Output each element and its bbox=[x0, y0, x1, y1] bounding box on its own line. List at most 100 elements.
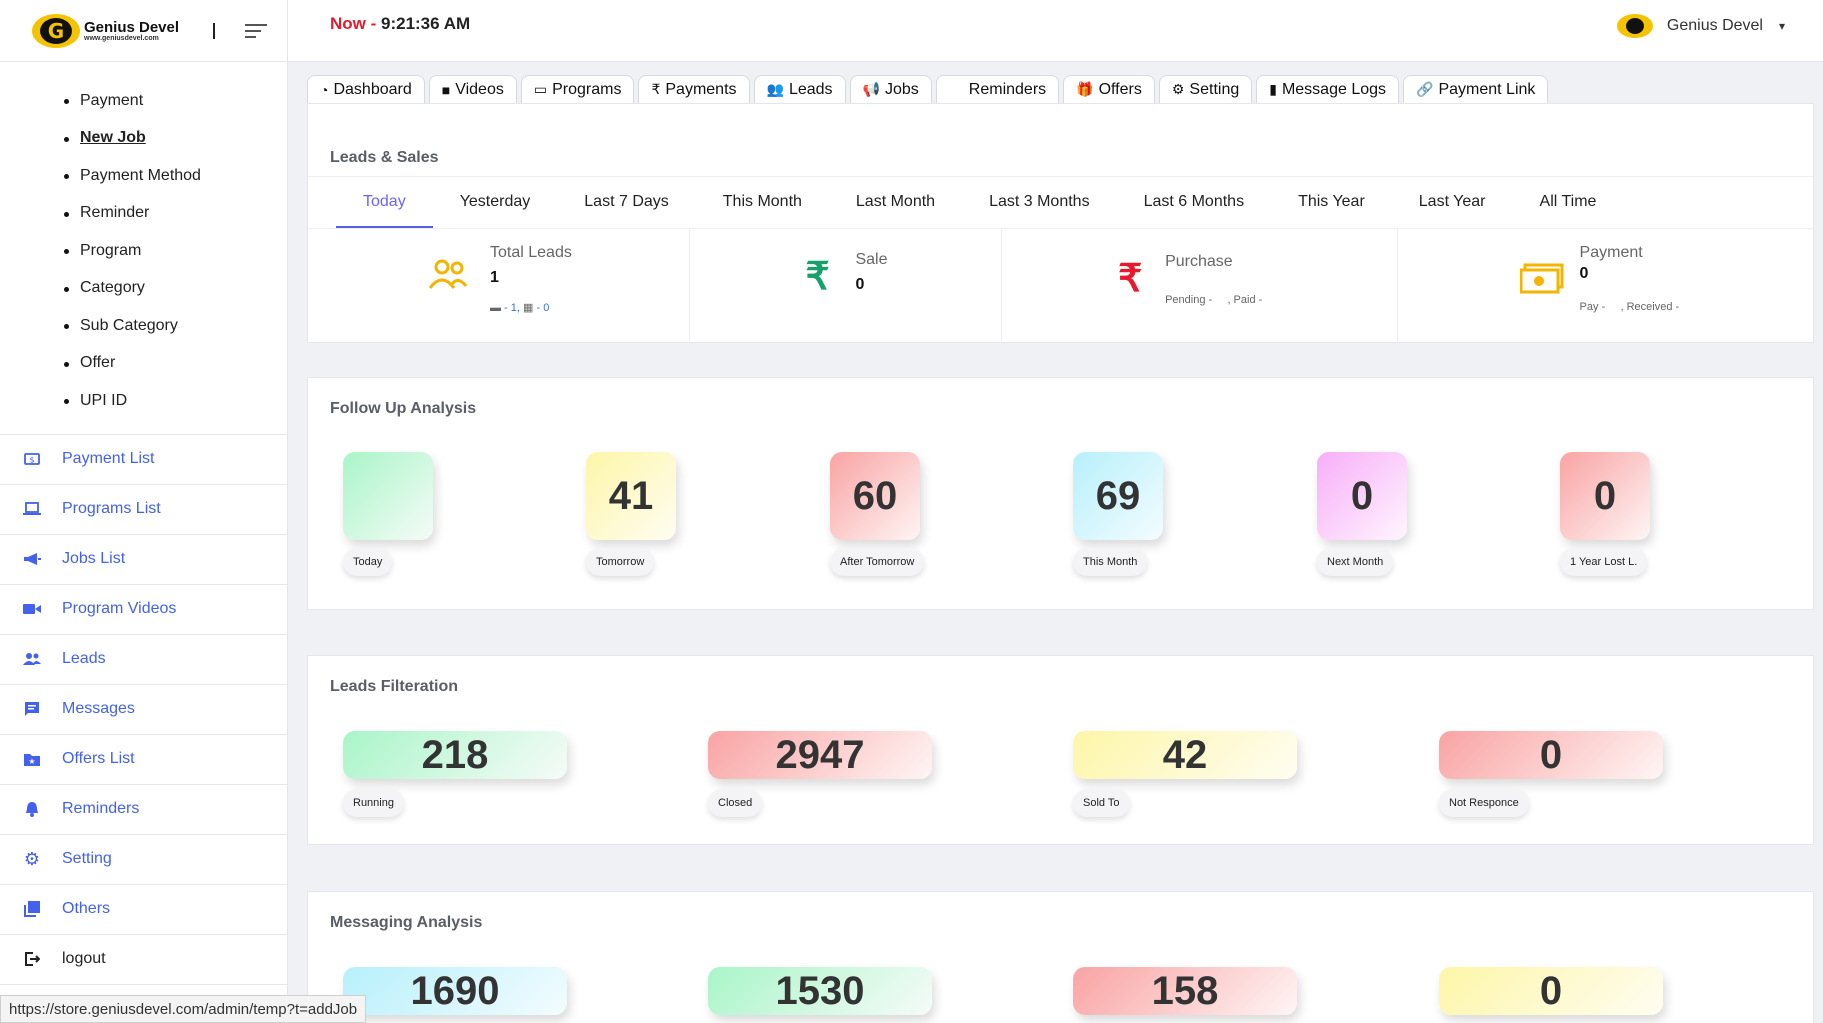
tab-label: Videos bbox=[455, 80, 504, 98]
period-last-3-months[interactable]: Last 3 Months bbox=[989, 193, 1090, 210]
link-icon: 🔗 bbox=[1416, 81, 1434, 97]
menu-toggle-icon[interactable] bbox=[245, 20, 268, 42]
sidebar-label: Others bbox=[62, 900, 111, 917]
period-last-month[interactable]: Last Month bbox=[855, 193, 936, 210]
avatar bbox=[1616, 14, 1653, 38]
messaging-card-4[interactable]: 0 bbox=[1439, 967, 1663, 1015]
sidebar-item-payment-list[interactable]: $ Payment List bbox=[0, 435, 287, 485]
stat-value: 0 bbox=[855, 276, 865, 293]
user-menu[interactable]: Genius Devel ▾ bbox=[1616, 14, 1785, 38]
sidebar-label: Jobs List bbox=[62, 550, 126, 567]
logo-letter: G bbox=[47, 18, 65, 43]
stat-value: 1 bbox=[490, 269, 499, 286]
stats-row: Total Leads 1 ▬ - 1, ▦ - 0 ₹ Sale 0 ₹ Pu… bbox=[308, 229, 1813, 344]
now-label: Now - bbox=[330, 14, 381, 33]
follow-up-panel: Follow Up Analysis Today 41 Tomorrow 60 … bbox=[307, 377, 1814, 610]
sidebar-label: Setting bbox=[62, 850, 112, 867]
tab-videos[interactable]: ■ Videos bbox=[428, 75, 517, 103]
tab-offers[interactable]: 🎁 Offers bbox=[1063, 75, 1155, 103]
sidebar-item-messages[interactable]: Messages bbox=[0, 685, 287, 735]
tab-programs[interactable]: ▭ Programs bbox=[520, 75, 635, 103]
messaging-card-3[interactable]: 158 bbox=[1073, 967, 1297, 1015]
followup-card-tomorrow[interactable]: 41 bbox=[586, 452, 676, 540]
submenu-item-payment[interactable]: Payment bbox=[64, 82, 287, 120]
brand-url: www.geniusdevel.com bbox=[84, 34, 159, 42]
followup-card-after-tomorrow[interactable]: 60 bbox=[830, 452, 920, 540]
settings-submenu: Payment New Job Payment Method Reminder … bbox=[0, 62, 287, 435]
tab-payments[interactable]: ₹ Payments bbox=[638, 75, 750, 103]
message-icon bbox=[22, 700, 42, 718]
tab-reminders[interactable]: Reminders bbox=[935, 75, 1060, 103]
panel-title: Leads Filteration bbox=[330, 678, 459, 695]
messaging-card-1[interactable]: 1690 bbox=[343, 967, 567, 1015]
submenu-item-category[interactable]: Category bbox=[64, 270, 287, 308]
sidebar-item-leads[interactable]: Leads bbox=[0, 635, 287, 685]
sidebar-item-reminders[interactable]: Reminders bbox=[0, 785, 287, 835]
sidebar-item-others[interactable]: Others bbox=[0, 885, 287, 935]
panel-title: Follow Up Analysis bbox=[330, 400, 477, 417]
browser-status-url: https://store.geniusdevel.com/admin/temp… bbox=[0, 995, 367, 1023]
brand-logo[interactable]: G bbox=[32, 13, 80, 48]
period-this-month[interactable]: This Month bbox=[722, 193, 802, 210]
sidebar-label: Program Videos bbox=[62, 600, 177, 617]
followup-card-year-lost[interactable]: 0 bbox=[1560, 452, 1650, 540]
filter-card-not-responce[interactable]: 0 bbox=[1439, 731, 1663, 779]
tab-jobs[interactable]: 📢 Jobs bbox=[849, 75, 932, 103]
sidebar-item-jobs-list[interactable]: Jobs List bbox=[0, 535, 287, 585]
period-tabs: Today Yesterday Last 7 Days This Month L… bbox=[336, 176, 1623, 228]
users-icon bbox=[428, 257, 468, 300]
stat-sub: Pending - , Paid - bbox=[1165, 294, 1263, 306]
period-last-7-days[interactable]: Last 7 Days bbox=[584, 193, 669, 210]
leads-sales-panel: Leads & Sales Today Yesterday Last 7 Day… bbox=[307, 103, 1814, 344]
sidebar-label: Reminders bbox=[62, 800, 140, 817]
followup-card-this-month[interactable]: 69 bbox=[1073, 452, 1163, 540]
tab-leads[interactable]: 👥 Leads bbox=[753, 75, 846, 103]
submenu-item-offer[interactable]: Offer bbox=[64, 345, 287, 383]
tab-message-logs[interactable]: ▮ Message Logs bbox=[1256, 75, 1400, 103]
followup-card-next-month[interactable]: 0 bbox=[1317, 452, 1407, 540]
tab-dashboard[interactable]: ◔ Dashboard bbox=[307, 75, 425, 103]
submenu-item-sub-category[interactable]: Sub Category bbox=[64, 307, 287, 345]
panel-title: Messaging Analysis bbox=[330, 914, 483, 931]
stat-label: Purchase bbox=[1165, 253, 1233, 270]
sidebar-label: Programs List bbox=[62, 500, 161, 517]
period-last-6-months[interactable]: Last 6 Months bbox=[1143, 193, 1245, 210]
tab-label: Payment Link bbox=[1438, 80, 1536, 98]
followup-label-after-tomorrow: After Tomorrow bbox=[830, 548, 925, 576]
period-last-year[interactable]: Last Year bbox=[1418, 193, 1486, 210]
stat-sale: ₹ Sale 0 bbox=[690, 229, 1003, 344]
sidebar-item-programs-list[interactable]: Programs List bbox=[0, 485, 287, 535]
period-all-time[interactable]: All Time bbox=[1539, 193, 1597, 210]
topbar: Now - 9:21:36 AM Genius Devel ▾ bbox=[288, 0, 1823, 62]
sidebar-item-offers-list[interactable]: ★ Offers List bbox=[0, 735, 287, 785]
sidebar-item-logout[interactable]: logout bbox=[0, 935, 287, 985]
period-today[interactable]: Today bbox=[336, 176, 433, 228]
submenu-item-upi-id[interactable]: UPI ID bbox=[64, 382, 287, 420]
period-yesterday[interactable]: Yesterday bbox=[459, 193, 531, 210]
tab-payment-link[interactable]: 🔗 Payment Link bbox=[1403, 75, 1549, 103]
tab-label: Programs bbox=[552, 80, 622, 98]
submenu-item-new-job[interactable]: New Job bbox=[64, 120, 287, 158]
tab-label: Jobs bbox=[884, 80, 919, 98]
sidebar-item-setting[interactable]: ⚙ Setting bbox=[0, 835, 287, 885]
submenu-item-reminder[interactable]: Reminder bbox=[64, 195, 287, 233]
time-value: 9:21:36 AM bbox=[381, 14, 471, 33]
chevron-down-icon: ▾ bbox=[1778, 19, 1785, 33]
filter-card-sold-to[interactable]: 42 bbox=[1073, 731, 1297, 779]
sidebar-item-program-videos[interactable]: Program Videos bbox=[0, 585, 287, 635]
tab-setting[interactable]: ⚙ Setting bbox=[1158, 75, 1253, 103]
stat-label: Payment bbox=[1579, 244, 1643, 261]
followup-card-today[interactable] bbox=[343, 452, 433, 540]
messaging-card-2[interactable]: 1530 bbox=[708, 967, 932, 1015]
filter-card-running[interactable]: 218 bbox=[343, 731, 567, 779]
logout-icon bbox=[22, 950, 42, 968]
gear-icon: ⚙ bbox=[23, 848, 41, 869]
period-this-year[interactable]: This Year bbox=[1298, 193, 1365, 210]
filter-label-not-responce: Not Responce bbox=[1439, 789, 1529, 817]
filter-card-closed[interactable]: 2947 bbox=[708, 731, 932, 779]
sidebar-label: logout bbox=[62, 950, 106, 967]
messaging-analysis-panel: Messaging Analysis 1690 1530 158 0 bbox=[307, 891, 1814, 1023]
submenu-item-program[interactable]: Program bbox=[64, 232, 287, 270]
gear-icon: ⚙ bbox=[1171, 81, 1185, 97]
submenu-item-payment-method[interactable]: Payment Method bbox=[64, 157, 287, 195]
